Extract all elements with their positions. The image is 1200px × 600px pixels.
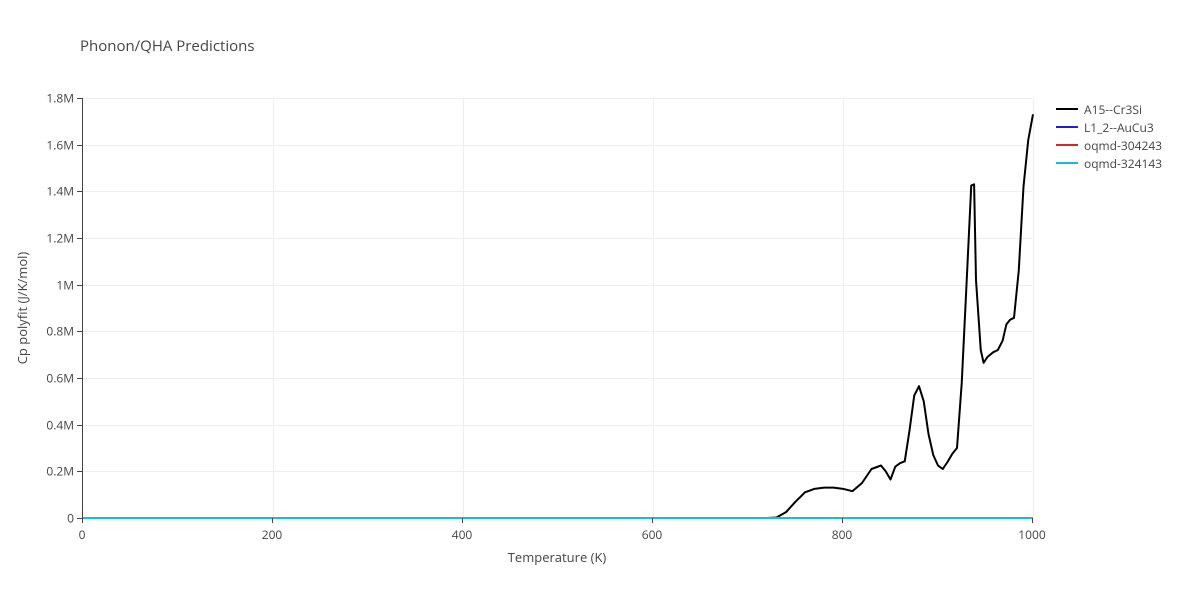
legend-item[interactable]: oqmd-304243 — [1056, 136, 1162, 154]
x-tick-mark — [272, 518, 273, 523]
y-axis-label: Cp polyfit (J/K/mol) — [13, 252, 31, 365]
x-tick-mark — [1032, 518, 1033, 523]
legend-swatch — [1056, 144, 1078, 146]
series-line[interactable] — [83, 114, 1033, 518]
y-tick-label: 0.2M — [38, 463, 74, 480]
x-tick-mark — [462, 518, 463, 523]
gridline-vertical — [1033, 98, 1034, 517]
y-tick-mark — [77, 285, 82, 286]
x-tick-label: 600 — [642, 526, 663, 543]
legend-label: oqmd-324143 — [1084, 155, 1162, 172]
y-tick-mark — [77, 98, 82, 99]
legend: A15--Cr3SiL1_2--AuCu3oqmd-304243oqmd-324… — [1056, 100, 1162, 172]
x-tick-label: 200 — [262, 526, 283, 543]
legend-item[interactable]: A15--Cr3Si — [1056, 100, 1162, 118]
legend-item[interactable]: L1_2--AuCu3 — [1056, 118, 1162, 136]
y-tick-mark — [77, 191, 82, 192]
x-tick-label: 0 — [79, 526, 86, 543]
y-tick-label: 0.8M — [38, 323, 74, 340]
x-tick-label: 400 — [452, 526, 473, 543]
chart-title: Phonon/QHA Predictions — [80, 36, 255, 56]
legend-swatch — [1056, 162, 1078, 164]
y-tick-label: 1.2M — [38, 230, 74, 247]
y-tick-label: 1.8M — [38, 90, 74, 107]
y-tick-label: 0.4M — [38, 416, 74, 433]
x-tick-mark — [842, 518, 843, 523]
y-tick-mark — [77, 331, 82, 332]
y-tick-mark — [77, 425, 82, 426]
y-tick-mark — [77, 471, 82, 472]
y-tick-label: 1.6M — [38, 136, 74, 153]
legend-item[interactable]: oqmd-324143 — [1056, 154, 1162, 172]
x-tick-label: 800 — [832, 526, 853, 543]
x-axis-label: Temperature (K) — [508, 548, 607, 566]
legend-swatch — [1056, 126, 1078, 128]
series-layer — [83, 98, 1033, 518]
x-tick-mark — [82, 518, 83, 523]
plot-area — [82, 98, 1032, 518]
y-tick-mark — [77, 238, 82, 239]
legend-label: L1_2--AuCu3 — [1084, 119, 1154, 136]
legend-swatch — [1056, 108, 1078, 110]
y-tick-mark — [77, 145, 82, 146]
x-tick-mark — [652, 518, 653, 523]
y-tick-mark — [77, 378, 82, 379]
legend-label: oqmd-304243 — [1084, 137, 1162, 154]
x-tick-label: 1000 — [1018, 526, 1045, 543]
y-tick-label: 0 — [38, 510, 74, 527]
y-tick-label: 0.6M — [38, 370, 74, 387]
y-tick-mark — [77, 518, 82, 519]
legend-label: A15--Cr3Si — [1084, 101, 1142, 118]
y-tick-label: 1M — [38, 276, 74, 293]
y-tick-label: 1.4M — [38, 183, 74, 200]
